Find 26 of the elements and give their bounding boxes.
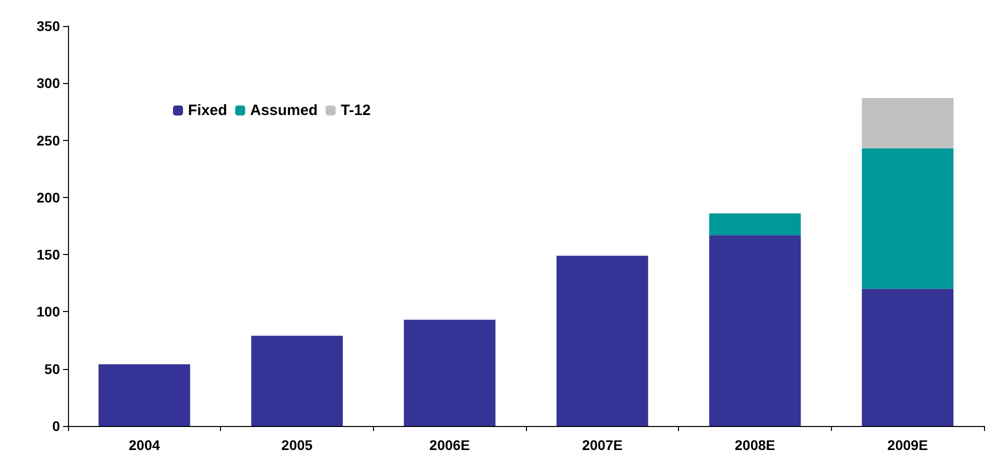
y-tick-label: 200 [36,189,60,206]
bar [556,256,648,426]
x-tick-label: 2009E [887,437,928,453]
legend-label: T-12 [340,102,371,119]
y-tick-label: 300 [36,75,60,92]
bar [709,235,801,426]
bar [709,213,801,236]
bar [98,364,190,426]
x-tick-label: 2004 [128,437,160,453]
bar [862,148,954,289]
y-tick-label: 100 [36,304,60,320]
legend-label: Fixed [188,102,228,119]
x-tick-label: 2006E [429,437,470,453]
x-tick-label: 2007E [582,437,623,453]
bar [251,336,343,426]
legend-label: Assumed [250,102,318,119]
x-tick-label: 2005 [281,437,313,453]
bar [404,320,496,426]
y-tick-label: 350 [36,18,60,34]
y-tick-label: 0 [52,418,60,434]
x-tick-label: 2008E [734,437,776,453]
bar [862,98,954,148]
y-tick-label: 150 [36,246,60,263]
y-tick-label: 50 [44,360,60,377]
bar [862,288,954,426]
y-tick-label: 250 [36,132,60,148]
